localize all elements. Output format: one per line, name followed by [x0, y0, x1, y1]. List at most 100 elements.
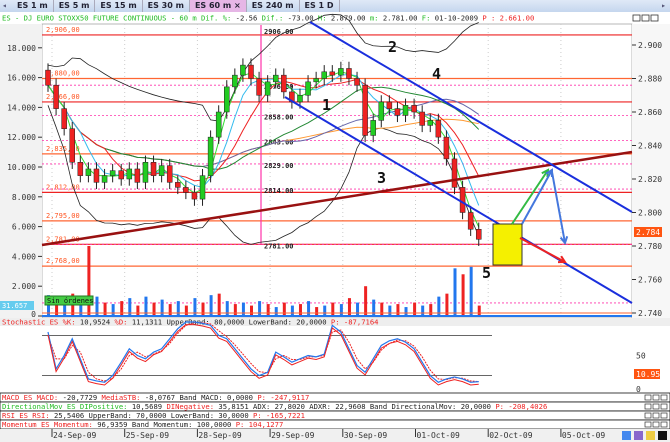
header-segment: Stochastic_ES [2, 318, 63, 327]
header-segment: RSI_ES RSI: [2, 411, 54, 420]
candle-body [199, 175, 206, 200]
price-tick-label: 2.880 [638, 75, 662, 84]
minimize-icon[interactable] [644, 412, 652, 419]
maximize-icon[interactable] [641, 14, 650, 22]
candle-body [338, 68, 344, 76]
volume-bar [380, 302, 384, 316]
volume-bar [233, 304, 237, 316]
stochastic-signal-line [47, 324, 479, 386]
time-tick-label: 30-Sep-09 [344, 431, 388, 440]
trend-line-support [41, 150, 633, 247]
red-down-arrow [519, 237, 566, 263]
volume-bar [250, 305, 253, 316]
candle-body [411, 105, 417, 113]
save-icon[interactable] [634, 431, 643, 440]
indicator-header-text: DirectionalMov_ES DIPositive: 10,5689 DI… [2, 402, 547, 411]
tab-es-30-m[interactable]: ES 30 m [143, 0, 190, 12]
tab-es-15-m[interactable]: ES 15 m [95, 0, 143, 12]
volume-bar [95, 296, 99, 316]
tab-label: ES 1 D [304, 1, 334, 10]
palette-icon[interactable] [622, 431, 631, 440]
tab-es-60-m[interactable]: ES 60 m × [189, 0, 247, 12]
header-segment: P: -87,7164 [331, 318, 379, 327]
time-tick-label: 29-Sep-09 [271, 431, 315, 440]
volume-bar [209, 295, 213, 316]
tab-es-1-d[interactable]: ES 1 D [300, 0, 340, 12]
candle-body [346, 68, 352, 79]
blue-down-arrow [551, 171, 566, 244]
close-icon[interactable] [660, 394, 668, 401]
time-axis [0, 429, 670, 442]
level-label: 2,880,00 [46, 70, 80, 78]
wave-label-4: 4 [432, 65, 441, 83]
price-tick-label: 2.800 [638, 209, 662, 218]
volume-bar [63, 298, 67, 316]
stochastic-last-value: 10.95 [636, 370, 660, 379]
volume-bar [323, 305, 327, 316]
indicator-header-text: MACD_ES MACD: -20,7729 MediaSTB: -8,0767… [2, 393, 309, 402]
fib-label: 2876.00 [264, 83, 294, 91]
tab-close-icon[interactable]: × [234, 1, 241, 10]
color-box-icon[interactable] [658, 431, 667, 440]
price-tick-label: 2.860 [638, 108, 662, 117]
volume-tick-label: 4.000 [12, 252, 36, 261]
volume-bar [396, 304, 400, 316]
candle-body [443, 136, 450, 160]
scroll-right-icon[interactable]: ▸ [661, 1, 666, 10]
maximize-icon[interactable] [652, 394, 660, 401]
volume-bar [477, 305, 481, 316]
tab-es-5-m[interactable]: ES 5 m [54, 0, 96, 12]
close-icon[interactable] [660, 403, 668, 410]
blue-up-arrow [521, 169, 553, 225]
header-segment: P : 2.661.00 [482, 14, 534, 23]
header-segment: 01-10-2009 [435, 14, 483, 23]
stochastic-tick-label: 50 [636, 352, 646, 361]
pin-icon[interactable] [646, 431, 655, 440]
tab-es-240-m[interactable]: ES 240 m [247, 0, 300, 12]
last-price-value: 2.784 [636, 228, 660, 237]
volume-bar [241, 302, 245, 316]
tab-label: ES 30 m [147, 1, 184, 10]
price-chart[interactable]: ES - DJ EURO STOXX50 FUTURE CONTINUOUS -… [0, 12, 670, 442]
header-segment: M: [318, 14, 331, 23]
minimize-icon[interactable] [644, 403, 652, 410]
volume-bar [307, 301, 311, 316]
volume-bar [469, 266, 473, 316]
volume-bar [372, 299, 376, 316]
minimize-icon[interactable] [644, 394, 652, 401]
last-volume-value: 31.657 [2, 302, 27, 310]
candle-body [256, 78, 262, 96]
tab-es-1-m[interactable]: ES 1 m [12, 0, 54, 12]
header-segment: ES - DJ EURO STOXX50 FUTURE CONTINUOUS -… [2, 14, 236, 23]
scroll-left-icon[interactable]: ◂ [2, 1, 7, 10]
maximize-icon[interactable] [652, 403, 660, 410]
stochastic-d-line [47, 322, 479, 383]
close-icon[interactable] [650, 14, 659, 22]
candle-body [419, 111, 425, 126]
volume-bar [184, 305, 188, 316]
price-tick-label: 2.760 [638, 276, 662, 285]
minimize-icon[interactable] [644, 421, 652, 428]
minimize-icon[interactable] [632, 14, 641, 22]
close-icon[interactable] [660, 412, 668, 419]
price-axis [632, 24, 670, 318]
level-label: 2,781,00 [46, 235, 80, 243]
time-tick-label: 05-Oct-09 [562, 431, 606, 440]
volume-tick-label: 12.000 [7, 133, 36, 142]
volume-bar [339, 304, 343, 316]
volume-bar [429, 304, 433, 316]
header-segment: P: 104,1277 [236, 420, 284, 429]
green-up-arrow [511, 169, 549, 225]
volume-bar [120, 301, 124, 316]
maximize-icon[interactable] [652, 412, 660, 419]
maximize-icon[interactable] [652, 421, 660, 428]
level-label: 2,768,00 [46, 257, 80, 265]
volume-bar [413, 302, 417, 316]
last-price-badge [634, 227, 662, 237]
volume-tick-label: 18.000 [7, 44, 36, 53]
volume-bar [364, 286, 368, 316]
close-icon[interactable] [660, 421, 668, 428]
header-segment: 10,5689 [132, 402, 167, 411]
wave-label-1: 1 [322, 96, 331, 114]
